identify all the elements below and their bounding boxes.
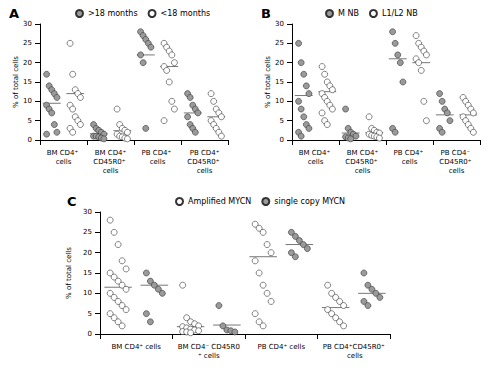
svg-text:0: 0 bbox=[88, 330, 92, 338]
svg-text:Amplified MYCN: Amplified MYCN bbox=[188, 197, 251, 206]
svg-text:30: 30 bbox=[23, 20, 32, 28]
svg-text:10: 10 bbox=[83, 289, 92, 297]
svg-text:15: 15 bbox=[83, 269, 92, 277]
svg-text:5: 5 bbox=[88, 310, 92, 318]
svg-text:PB CD4⁺: PB CD4⁺ bbox=[394, 149, 426, 157]
svg-text:10: 10 bbox=[275, 97, 284, 105]
svg-text:cells: cells bbox=[449, 167, 465, 175]
svg-text:20: 20 bbox=[275, 59, 284, 67]
svg-text:CD45R0⁺: CD45R0⁺ bbox=[93, 158, 127, 166]
svg-text:M NB: M NB bbox=[338, 9, 359, 18]
svg-text:BM CD4⁺: BM CD4⁺ bbox=[47, 149, 81, 157]
svg-text:PB CD4⁺: PB CD4⁺ bbox=[142, 149, 174, 157]
svg-text:A: A bbox=[9, 6, 19, 21]
svg-text:30: 30 bbox=[83, 208, 92, 216]
svg-text:PB CD4⁺CD45R0⁺: PB CD4⁺CD45R0⁺ bbox=[323, 343, 385, 351]
svg-text:cells: cells bbox=[402, 158, 418, 166]
svg-text:BM CD4⁺ cells: BM CD4⁺ cells bbox=[112, 343, 162, 351]
svg-text:PB CD4⁻: PB CD4⁻ bbox=[441, 149, 473, 157]
svg-text:<18 months: <18 months bbox=[161, 9, 211, 18]
svg-text:25: 25 bbox=[83, 228, 92, 236]
svg-text:cells: cells bbox=[197, 167, 213, 175]
svg-text:>18 months: >18 months bbox=[88, 9, 138, 18]
svg-text:BM CD4⁺: BM CD4⁺ bbox=[299, 149, 333, 157]
svg-text:cells: cells bbox=[308, 158, 324, 166]
svg-text:15: 15 bbox=[23, 78, 32, 86]
svg-text:20: 20 bbox=[23, 59, 32, 67]
svg-text:B: B bbox=[261, 6, 271, 21]
svg-text:% of total cells: % of total cells bbox=[65, 247, 73, 299]
svg-text:C: C bbox=[67, 194, 77, 209]
svg-text:30: 30 bbox=[275, 20, 284, 28]
svg-text:0: 0 bbox=[28, 136, 32, 144]
svg-text:25: 25 bbox=[275, 39, 284, 47]
svg-text:% of total cells: % of total cells bbox=[12, 56, 20, 108]
svg-text:PB CD4⁺ cells: PB CD4⁺ cells bbox=[257, 343, 305, 351]
svg-text:% of total cells: % of total cells bbox=[264, 56, 272, 108]
svg-text:CD45R0⁺: CD45R0⁺ bbox=[187, 158, 221, 166]
svg-text:cells: cells bbox=[150, 158, 166, 166]
svg-text:⁺ cells: ⁺ cells bbox=[198, 352, 220, 360]
svg-text:15: 15 bbox=[275, 78, 284, 86]
svg-text:CD45R0⁺: CD45R0⁺ bbox=[345, 158, 379, 166]
svg-text:20: 20 bbox=[83, 249, 92, 257]
svg-text:cells: cells bbox=[345, 352, 363, 360]
svg-text:5: 5 bbox=[28, 117, 32, 125]
svg-text:cells: cells bbox=[355, 167, 371, 175]
svg-text:BM CD4⁺: BM CD4⁺ bbox=[95, 149, 127, 157]
svg-text:0: 0 bbox=[280, 136, 284, 144]
svg-text:5: 5 bbox=[280, 117, 284, 125]
svg-text:CD45R0⁺: CD45R0⁺ bbox=[439, 158, 473, 166]
svg-text:cells: cells bbox=[56, 158, 72, 166]
svg-text:PB CD4⁺: PB CD4⁺ bbox=[190, 149, 220, 157]
svg-text:single copy MYCN: single copy MYCN bbox=[274, 197, 345, 206]
svg-text:10: 10 bbox=[23, 97, 32, 105]
svg-text:L1/L2 NB: L1/L2 NB bbox=[382, 9, 418, 18]
svg-text:25: 25 bbox=[23, 39, 32, 47]
svg-text:cells: cells bbox=[103, 167, 119, 175]
svg-text:BM CD4⁺: BM CD4⁺ bbox=[347, 149, 379, 157]
svg-text:BM CD4⁻ CD45R0: BM CD4⁻ CD45R0 bbox=[178, 343, 240, 351]
